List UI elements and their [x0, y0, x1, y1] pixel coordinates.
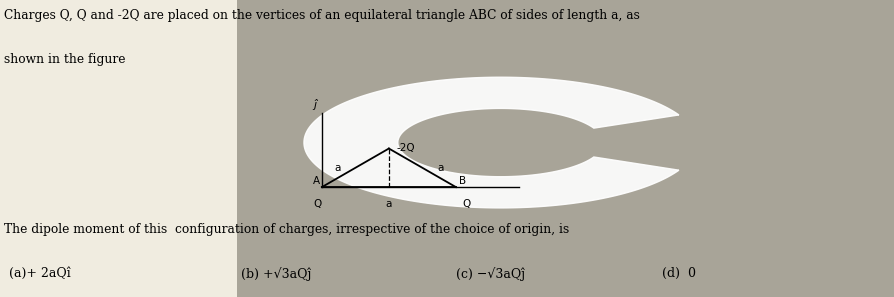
Text: (c) −√3aQĵ: (c) −√3aQĵ [456, 267, 525, 281]
Text: Q: Q [313, 199, 322, 209]
Text: A: A [313, 176, 320, 186]
Text: a: a [437, 163, 443, 173]
Text: -2Q: -2Q [396, 143, 415, 153]
Text: Charges Q, Q and -2Q are placed on the vertices of an equilateral triangle ABC o: Charges Q, Q and -2Q are placed on the v… [4, 9, 640, 22]
Text: The dipole moment of this  configuration of charges, irrespective of the choice : The dipole moment of this configuration … [4, 223, 569, 236]
Text: Q: Q [462, 199, 471, 209]
Text: (d)  0: (d) 0 [662, 267, 696, 280]
Text: a: a [385, 199, 392, 209]
Text: ĵ: ĵ [313, 99, 316, 110]
Text: (b) +√3aQĵ: (b) +√3aQĵ [241, 267, 312, 281]
Polygon shape [304, 77, 679, 208]
Bar [237, 0, 894, 297]
Text: B: B [459, 176, 466, 186]
Text: a: a [334, 163, 341, 173]
Text: shown in the figure: shown in the figure [4, 53, 126, 67]
Text: (a)+ 2aQî: (a)+ 2aQî [9, 267, 71, 280]
